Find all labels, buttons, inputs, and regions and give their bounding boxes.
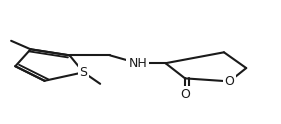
Text: NH: NH bbox=[128, 57, 147, 70]
Text: O: O bbox=[225, 75, 234, 88]
Text: S: S bbox=[80, 66, 87, 79]
Text: O: O bbox=[180, 88, 190, 101]
